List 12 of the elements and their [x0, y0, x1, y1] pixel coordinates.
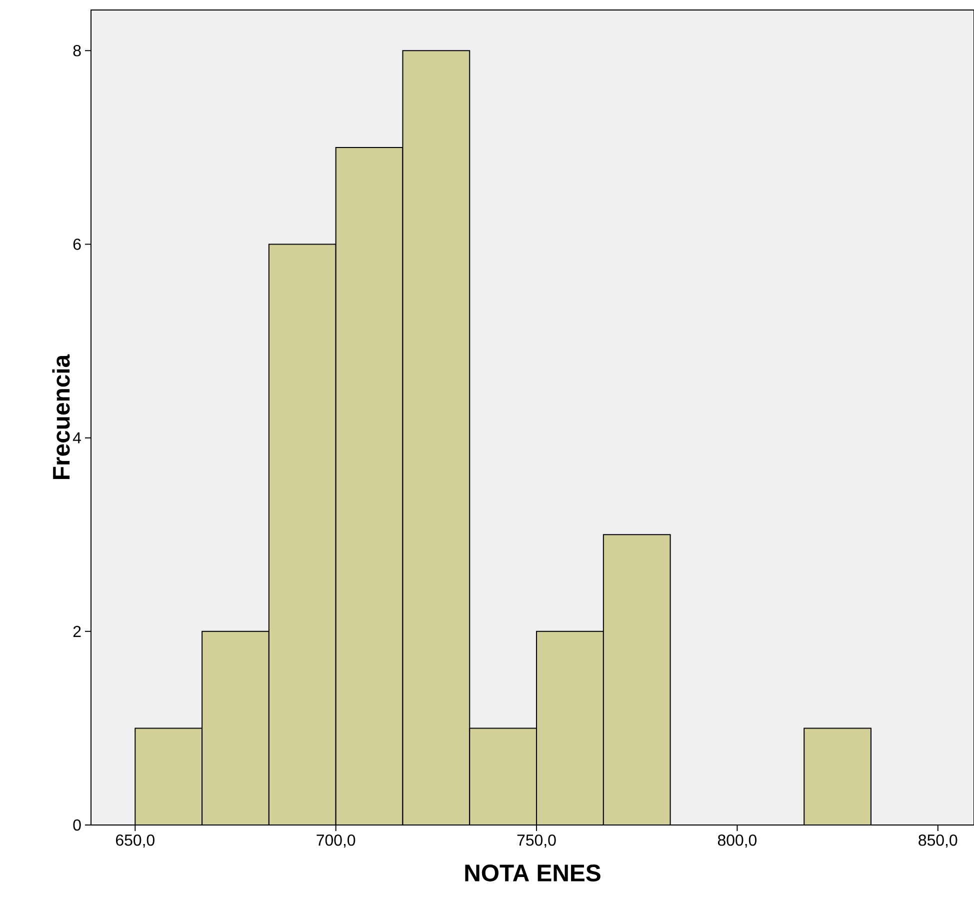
x-axis-title: NOTA ENES [465, 864, 600, 882]
y-axis-title: Frecuencia [52, 354, 70, 480]
x-tick-label: 800,0 [718, 834, 757, 848]
x-tick-label: 850,0 [918, 834, 958, 848]
x-tick-label: 700,0 [316, 834, 356, 848]
y-tick-label: 4 [72, 432, 82, 444]
y-tick-label: 2 [73, 626, 81, 637]
y-tick-label: 0 [73, 819, 81, 831]
y-tick-label: 8 [73, 45, 81, 56]
x-tick-label: 650,0 [116, 834, 154, 848]
x-tick-label: 750,0 [517, 834, 556, 848]
y-tick-label: 6 [73, 238, 81, 250]
